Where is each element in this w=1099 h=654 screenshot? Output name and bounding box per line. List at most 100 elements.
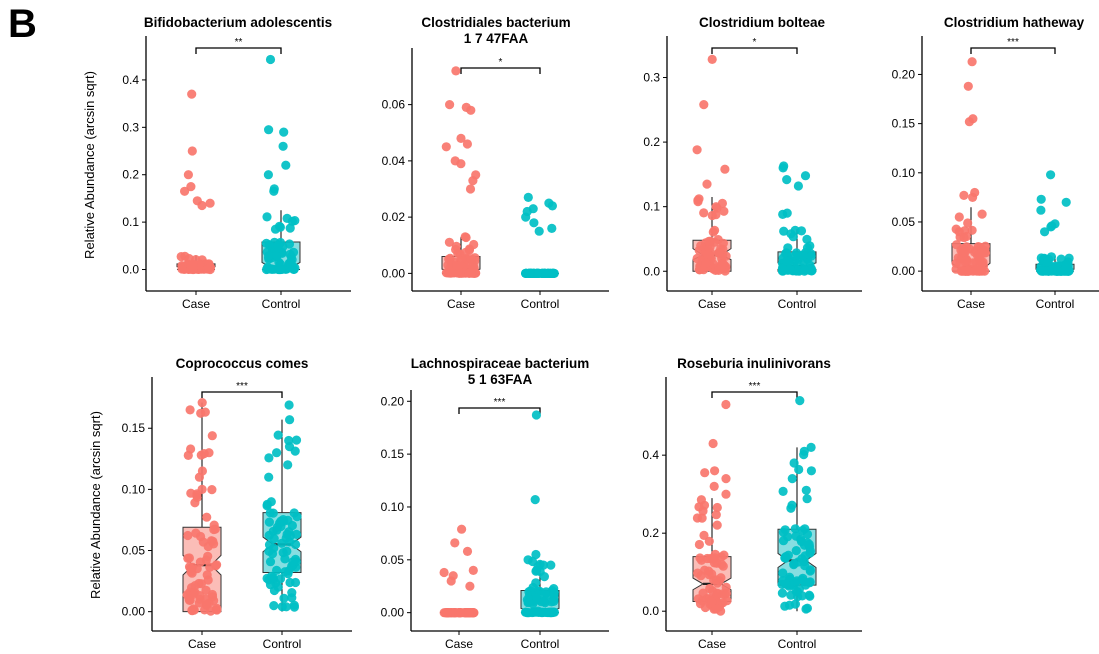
data-point	[291, 435, 302, 445]
data-point	[196, 531, 206, 542]
data-point	[720, 164, 730, 174]
data-point	[287, 588, 297, 598]
data-point	[206, 606, 216, 616]
y-tick-label: 0.3	[643, 71, 660, 85]
data-point	[532, 607, 542, 617]
data-point	[265, 264, 275, 274]
data-point	[265, 54, 276, 65]
data-point	[549, 584, 559, 594]
data-point	[541, 607, 551, 617]
data-point	[547, 223, 557, 233]
data-point	[806, 251, 816, 261]
data-point	[285, 415, 295, 425]
data-point	[782, 175, 792, 185]
data-point	[289, 508, 299, 518]
data-point	[786, 503, 796, 513]
data-point	[457, 254, 467, 264]
data-point	[799, 266, 810, 276]
data-point	[180, 186, 190, 196]
data-point	[460, 232, 470, 242]
data-point	[548, 268, 558, 278]
data-point	[790, 599, 801, 609]
data-point	[719, 206, 729, 216]
data-point	[273, 241, 283, 251]
data-point	[281, 602, 291, 612]
data-point	[802, 603, 813, 613]
data-point	[209, 524, 219, 535]
y-tick-label: 0.3	[122, 120, 139, 134]
data-point	[692, 513, 703, 523]
data-point	[279, 127, 289, 137]
y-tick-label: 0.15	[892, 117, 916, 131]
x-tick-label: Control	[778, 297, 817, 311]
data-point	[707, 597, 717, 607]
data-point	[692, 145, 702, 155]
data-point	[290, 577, 301, 588]
data-point	[961, 231, 972, 242]
data-point	[718, 238, 729, 248]
significance-bracket	[460, 67, 541, 74]
data-point	[777, 588, 788, 598]
data-point	[778, 163, 788, 173]
data-point	[779, 226, 789, 236]
panel-title: Roseburia inulinivorans	[677, 356, 831, 371]
data-point	[780, 601, 790, 611]
data-point	[182, 590, 192, 600]
data-point	[456, 608, 466, 618]
data-point	[789, 458, 799, 468]
data-point	[804, 539, 814, 549]
data-point	[523, 268, 534, 278]
data-point	[523, 192, 533, 202]
significance-label: *	[499, 57, 503, 68]
data-point	[704, 536, 714, 546]
panel-7: Roseburia inulinivorans 0.0 0.2 0.4 Case Cont…	[642, 356, 862, 651]
data-point	[799, 450, 809, 460]
data-point	[192, 489, 202, 499]
data-point	[197, 200, 207, 211]
data-point	[538, 268, 549, 278]
data-point	[280, 554, 290, 564]
data-point	[698, 588, 708, 598]
significance-bracket	[970, 47, 1056, 54]
data-point	[444, 254, 454, 264]
data-point	[1046, 222, 1056, 232]
data-point	[187, 89, 197, 99]
data-point	[694, 539, 705, 550]
data-point	[202, 512, 212, 522]
data-point	[203, 575, 213, 585]
data-point	[291, 539, 301, 550]
data-point	[275, 574, 286, 584]
data-point	[547, 201, 558, 211]
data-point	[699, 208, 709, 218]
data-point	[716, 573, 726, 583]
data-point	[444, 268, 454, 278]
data-point	[290, 446, 300, 456]
data-point	[269, 186, 279, 196]
significance-bracket	[201, 391, 283, 398]
data-point	[265, 557, 276, 567]
data-point	[203, 551, 213, 561]
data-point	[456, 133, 466, 143]
data-point	[531, 549, 541, 560]
data-point	[790, 250, 800, 260]
data-point	[468, 565, 478, 576]
y-tick-label: 0.10	[381, 500, 405, 514]
data-point	[954, 212, 964, 222]
panel-title: Bifidobacterium adolescentis	[144, 15, 332, 30]
data-point	[188, 264, 198, 274]
y-tick-label: 0.4	[122, 73, 139, 87]
data-point	[441, 608, 451, 618]
data-point	[1036, 194, 1046, 204]
data-point	[530, 495, 540, 505]
data-point	[280, 567, 290, 577]
data-point	[806, 442, 816, 452]
y-tick-label: 0.00	[892, 264, 916, 278]
data-point	[959, 190, 969, 200]
data-point	[262, 212, 272, 222]
data-point	[274, 257, 284, 267]
data-point	[441, 142, 451, 152]
data-point	[1036, 205, 1046, 215]
data-point	[800, 551, 810, 561]
panel-4: Clostridium hatheway 0.00 0.05 0.10 0.15 0.20…	[892, 15, 1099, 311]
y-tick-label: 0.05	[892, 215, 916, 229]
